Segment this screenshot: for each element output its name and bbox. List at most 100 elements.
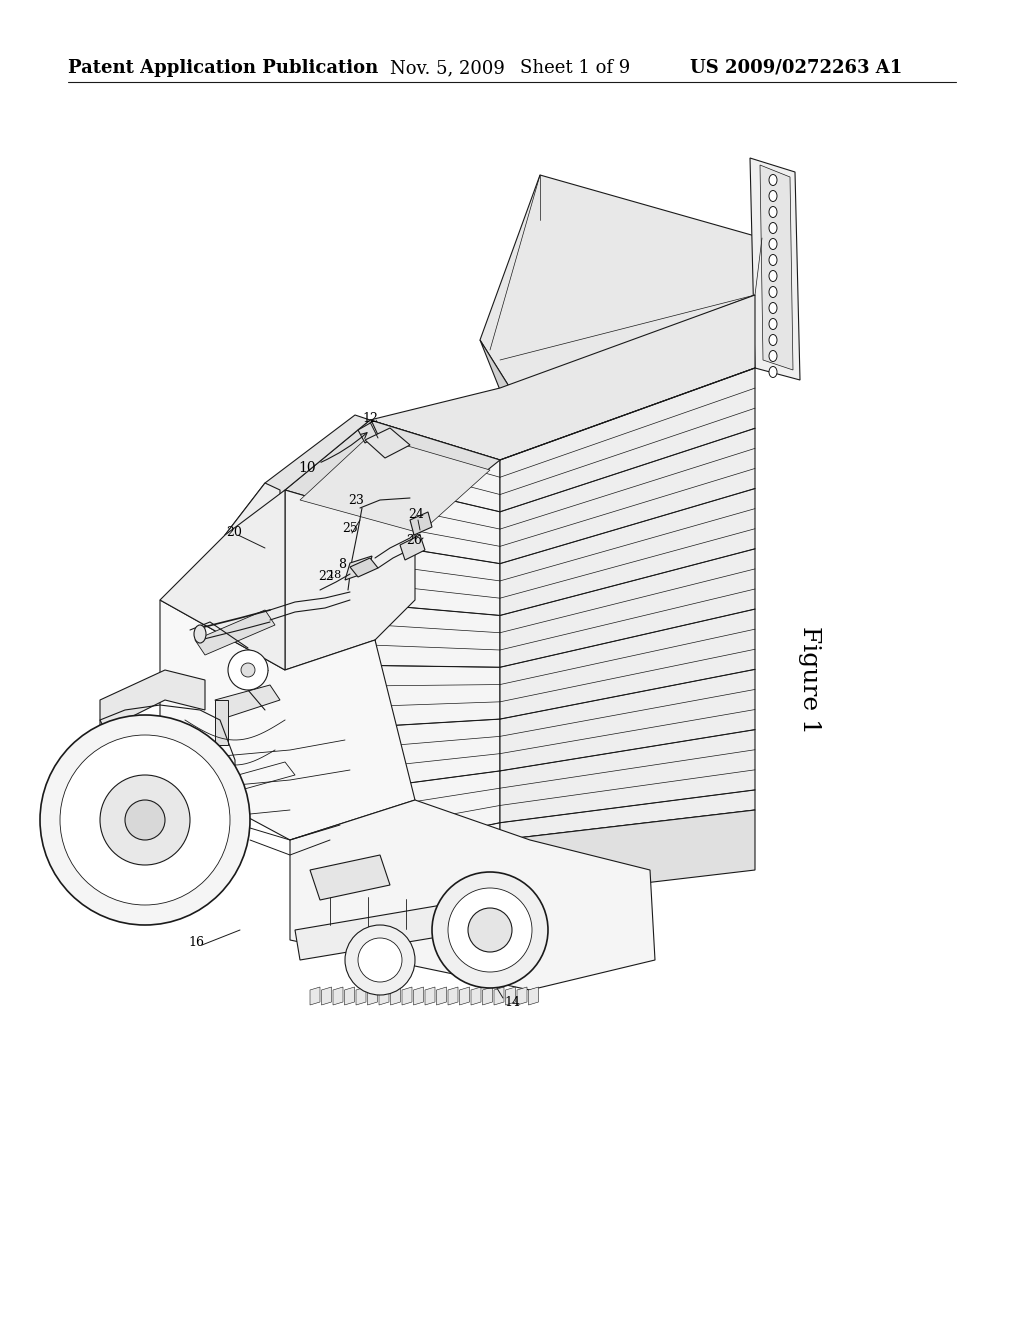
Ellipse shape	[769, 334, 777, 346]
Polygon shape	[345, 556, 372, 579]
Circle shape	[125, 800, 165, 840]
Polygon shape	[482, 987, 493, 1005]
Polygon shape	[356, 987, 366, 1005]
Polygon shape	[449, 987, 458, 1005]
Circle shape	[468, 908, 512, 952]
Text: 26: 26	[406, 533, 422, 546]
Polygon shape	[360, 543, 378, 577]
Ellipse shape	[769, 190, 777, 202]
Polygon shape	[160, 601, 415, 840]
Text: 12: 12	[362, 412, 378, 425]
Ellipse shape	[194, 624, 206, 643]
Polygon shape	[322, 987, 332, 1005]
Polygon shape	[310, 987, 319, 1005]
Polygon shape	[195, 610, 275, 655]
Text: 14: 14	[504, 995, 520, 1008]
Polygon shape	[480, 176, 762, 388]
Polygon shape	[160, 490, 285, 671]
Polygon shape	[436, 987, 446, 1005]
Text: 23: 23	[348, 494, 364, 507]
Text: 22: 22	[318, 569, 334, 582]
Ellipse shape	[769, 223, 777, 234]
Polygon shape	[480, 341, 530, 430]
Polygon shape	[517, 987, 527, 1005]
Ellipse shape	[769, 367, 777, 378]
Text: Figure 1: Figure 1	[799, 626, 821, 734]
Polygon shape	[360, 730, 378, 766]
Polygon shape	[471, 987, 481, 1005]
Polygon shape	[402, 987, 412, 1005]
Polygon shape	[410, 512, 432, 535]
Circle shape	[345, 925, 415, 995]
Ellipse shape	[769, 351, 777, 362]
Polygon shape	[290, 800, 655, 990]
Polygon shape	[360, 495, 378, 531]
Ellipse shape	[769, 174, 777, 186]
Polygon shape	[285, 420, 500, 528]
Polygon shape	[360, 682, 378, 718]
Ellipse shape	[769, 286, 777, 297]
Polygon shape	[225, 414, 370, 540]
Polygon shape	[750, 158, 800, 380]
Text: Nov. 5, 2009: Nov. 5, 2009	[390, 59, 505, 77]
Ellipse shape	[769, 318, 777, 330]
Polygon shape	[528, 987, 539, 1005]
Polygon shape	[390, 987, 400, 1005]
Circle shape	[40, 715, 250, 925]
Polygon shape	[333, 987, 343, 1005]
Text: 20: 20	[226, 525, 242, 539]
Polygon shape	[760, 165, 793, 370]
Polygon shape	[358, 422, 378, 444]
Text: US 2009/0272263 A1: US 2009/0272263 A1	[690, 59, 902, 77]
Polygon shape	[100, 671, 205, 730]
Ellipse shape	[769, 206, 777, 218]
Ellipse shape	[769, 302, 777, 314]
Polygon shape	[215, 685, 280, 718]
Polygon shape	[360, 777, 378, 812]
Circle shape	[60, 735, 230, 906]
Text: 18: 18	[328, 570, 342, 579]
Polygon shape	[285, 490, 415, 671]
Polygon shape	[360, 824, 378, 859]
Polygon shape	[370, 420, 500, 870]
Polygon shape	[400, 535, 425, 560]
Polygon shape	[215, 700, 228, 744]
Polygon shape	[379, 987, 389, 1005]
Polygon shape	[755, 238, 795, 310]
Text: 16: 16	[188, 936, 204, 949]
Text: 24: 24	[408, 508, 424, 521]
Ellipse shape	[769, 255, 777, 265]
Circle shape	[100, 775, 190, 865]
Circle shape	[228, 649, 268, 690]
Polygon shape	[368, 987, 378, 1005]
Polygon shape	[360, 636, 378, 671]
Ellipse shape	[769, 271, 777, 281]
Text: Sheet 1 of 9: Sheet 1 of 9	[520, 59, 630, 77]
Polygon shape	[494, 987, 504, 1005]
Polygon shape	[350, 558, 378, 577]
Polygon shape	[370, 294, 755, 490]
Polygon shape	[370, 810, 755, 931]
Polygon shape	[414, 987, 424, 1005]
Text: Patent Application Publication: Patent Application Publication	[68, 59, 378, 77]
Text: 8: 8	[338, 558, 346, 572]
Polygon shape	[344, 987, 354, 1005]
Circle shape	[358, 939, 402, 982]
Text: 10: 10	[298, 433, 367, 475]
Polygon shape	[360, 589, 378, 624]
Polygon shape	[310, 855, 390, 900]
Polygon shape	[295, 890, 540, 960]
Polygon shape	[460, 987, 469, 1005]
Polygon shape	[150, 760, 215, 793]
Polygon shape	[365, 428, 410, 458]
Polygon shape	[500, 368, 755, 840]
Text: 25: 25	[342, 521, 357, 535]
Circle shape	[241, 663, 255, 677]
Circle shape	[449, 888, 532, 972]
Ellipse shape	[769, 239, 777, 249]
Polygon shape	[225, 483, 280, 624]
Circle shape	[432, 873, 548, 987]
Polygon shape	[506, 987, 515, 1005]
Polygon shape	[425, 987, 435, 1005]
Polygon shape	[300, 436, 490, 533]
